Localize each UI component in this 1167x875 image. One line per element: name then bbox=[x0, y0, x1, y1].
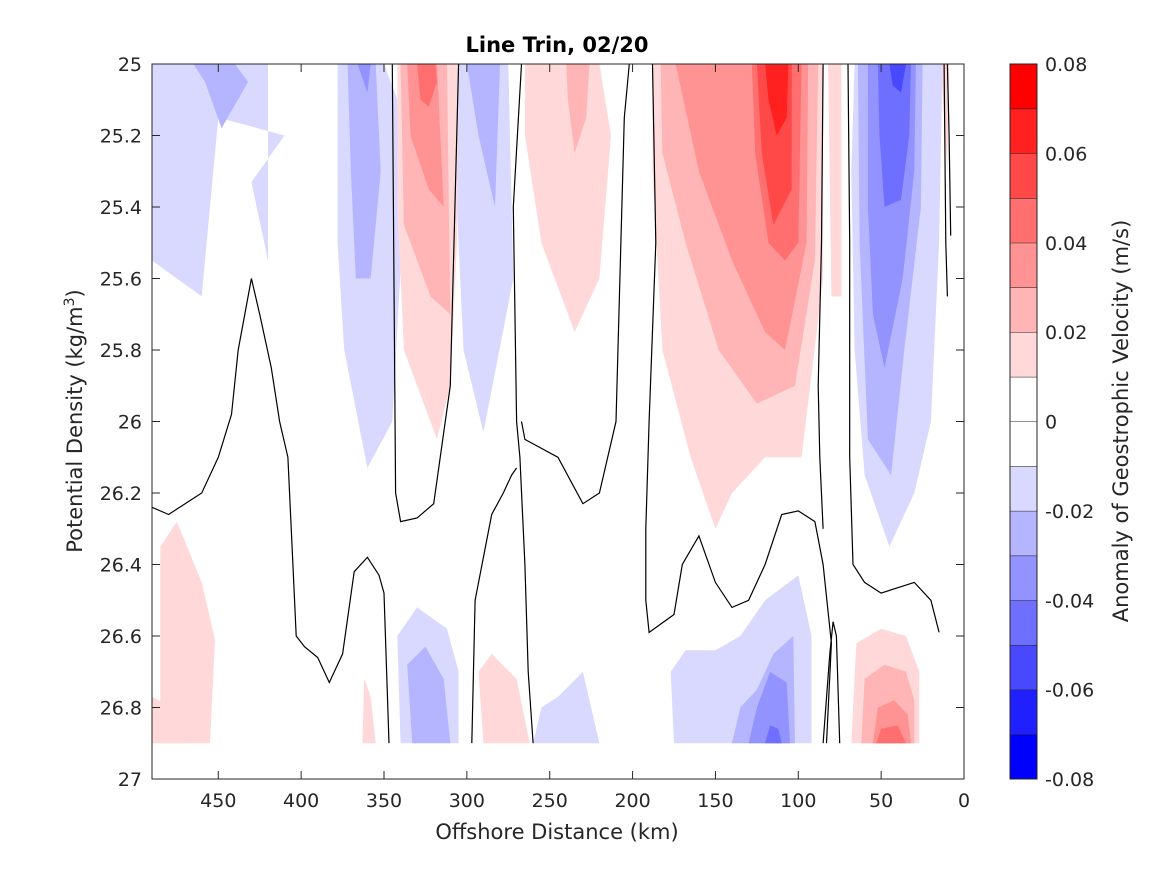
colorbar: 0.08 0.06 0.04 0.02 0 -0.02 -0.04 -0.06 -0.08 bbox=[1009, 54, 1094, 791]
x-tick-label: 350 bbox=[366, 790, 402, 812]
contour-region-5 bbox=[456, 64, 514, 433]
contour-region-30 bbox=[407, 646, 451, 744]
y-tick-label: 26.6 bbox=[100, 626, 142, 648]
colorbar-bands bbox=[1010, 63, 1037, 779]
colorbar-label: Anomaly of Geostrophic Velocity (m/s) bbox=[1109, 220, 1133, 623]
contour-fill-layer bbox=[152, 64, 950, 744]
colorbar-tick-label: 0.02 bbox=[1045, 322, 1087, 344]
contour-region-32 bbox=[533, 671, 600, 744]
colorbar-band-13 bbox=[1010, 153, 1037, 199]
contour-region-0 bbox=[152, 64, 285, 297]
y-tick-label: 26.8 bbox=[100, 698, 142, 720]
chart-title: Line Trin, 02/20 bbox=[465, 33, 648, 57]
x-axis-label: Offshore Distance (km) bbox=[435, 820, 678, 844]
y-axis: 25 25.2 25.4 25.6 25.8 26 26.2 26.4 26.6 26.8 27 bbox=[100, 54, 964, 791]
zero-contour-line-1 bbox=[391, 64, 460, 523]
y-tick-label: 25.4 bbox=[100, 197, 142, 219]
contour-region-28 bbox=[362, 678, 376, 744]
x-tick-label: 400 bbox=[283, 790, 319, 812]
y-tick-label: 26.2 bbox=[100, 483, 142, 505]
contour-region-12 bbox=[566, 64, 590, 154]
colorbar-ticks: 0.08 0.06 0.04 0.02 0 -0.02 -0.04 -0.06 -0.08 bbox=[1045, 54, 1094, 791]
zero-contour-line-5 bbox=[645, 64, 833, 744]
y-tick-label: 25.2 bbox=[100, 126, 142, 148]
colorbar-tick-label: -0.02 bbox=[1045, 501, 1094, 523]
contour-region-1 bbox=[193, 64, 249, 129]
contour-region-26 bbox=[160, 521, 215, 744]
y-tick-label: 25.6 bbox=[100, 269, 142, 291]
contour-region-40 bbox=[876, 725, 906, 744]
contour-region-9 bbox=[407, 64, 444, 207]
y-tick-label: 25.8 bbox=[100, 340, 142, 362]
colorbar-band-10 bbox=[1010, 287, 1037, 333]
y-tick-label: 25 bbox=[118, 54, 142, 76]
colorbar-band-3 bbox=[1010, 600, 1037, 645]
colorbar-band-14 bbox=[1010, 108, 1037, 154]
y-tick-label: 26.4 bbox=[100, 555, 142, 577]
zero-contour-line-7 bbox=[817, 64, 824, 529]
contour-region-3 bbox=[347, 64, 381, 279]
colorbar-band-9 bbox=[1010, 332, 1037, 377]
zero-contour-line-6 bbox=[822, 621, 841, 744]
x-tick-label: 0 bbox=[958, 790, 970, 812]
zero-contour-line-2 bbox=[512, 64, 534, 744]
contour-region-19 bbox=[828, 64, 842, 297]
x-tick-label: 150 bbox=[697, 790, 733, 812]
colorbar-tick-label: 0.08 bbox=[1045, 54, 1087, 76]
colorbar-band-15 bbox=[1010, 64, 1037, 109]
y-axis-label: Potential Density (kg/m3) bbox=[62, 289, 87, 553]
x-tick-label: 100 bbox=[780, 790, 816, 812]
colorbar-tick-label: 0.06 bbox=[1045, 143, 1087, 165]
x-tick-label: 50 bbox=[869, 790, 893, 812]
colorbar-tick-label: 0.04 bbox=[1045, 233, 1087, 255]
colorbar-band-11 bbox=[1010, 242, 1037, 288]
contour-region-11 bbox=[524, 64, 611, 333]
plot-area: 450 400 350 300 250 200 150 100 50 0 2525.225.425… bbox=[100, 54, 970, 812]
zero-contour-line-3 bbox=[471, 467, 518, 744]
contour-region-27 bbox=[152, 696, 186, 744]
contour-region-4 bbox=[357, 64, 371, 93]
colorbar-band-5 bbox=[1010, 510, 1037, 556]
colorbar-band-7 bbox=[1010, 421, 1037, 467]
zero-contour-line-8 bbox=[847, 64, 940, 633]
colorbar-band-12 bbox=[1010, 198, 1037, 243]
contour-region-35 bbox=[748, 671, 790, 744]
contour-region-36 bbox=[765, 725, 782, 744]
x-tick-label: 450 bbox=[200, 790, 236, 812]
contour-region-24 bbox=[877, 64, 911, 207]
zero-contour-line-0 bbox=[152, 278, 390, 744]
y-tick-label: 27 bbox=[118, 769, 142, 791]
colorbar-band-2 bbox=[1010, 644, 1037, 690]
colorbar-tick-label: -0.04 bbox=[1045, 590, 1094, 612]
colorbar-tick-label: -0.06 bbox=[1045, 680, 1094, 702]
colorbar-band-8 bbox=[1010, 376, 1037, 422]
colorbar-band-0 bbox=[1010, 734, 1037, 779]
colorbar-frame bbox=[1009, 63, 1038, 780]
contour-region-25 bbox=[889, 64, 906, 93]
colorbar-band-6 bbox=[1010, 466, 1037, 511]
zero-contour-line-4 bbox=[520, 64, 630, 505]
x-axis: 450 400 350 300 250 200 150 100 50 0 bbox=[200, 64, 970, 812]
colorbar-tick-label: -0.08 bbox=[1045, 769, 1094, 791]
colorbar-band-4 bbox=[1010, 555, 1037, 601]
y-tick-label: 26 bbox=[118, 412, 142, 434]
contour-region-31 bbox=[478, 653, 530, 744]
colorbar-band-1 bbox=[1010, 689, 1037, 735]
x-tick-label: 300 bbox=[449, 790, 485, 812]
zero-contour-line-10 bbox=[946, 64, 952, 236]
x-tick-label: 200 bbox=[614, 790, 650, 812]
zero-contour-layer bbox=[152, 64, 952, 744]
colorbar-tick-label: 0 bbox=[1045, 412, 1057, 434]
contour-region-18 bbox=[765, 64, 789, 136]
x-tick-label: 250 bbox=[532, 790, 568, 812]
contour-region-10 bbox=[417, 64, 437, 107]
zero-contour-line-9 bbox=[943, 64, 948, 297]
contour-region-6 bbox=[466, 64, 500, 207]
